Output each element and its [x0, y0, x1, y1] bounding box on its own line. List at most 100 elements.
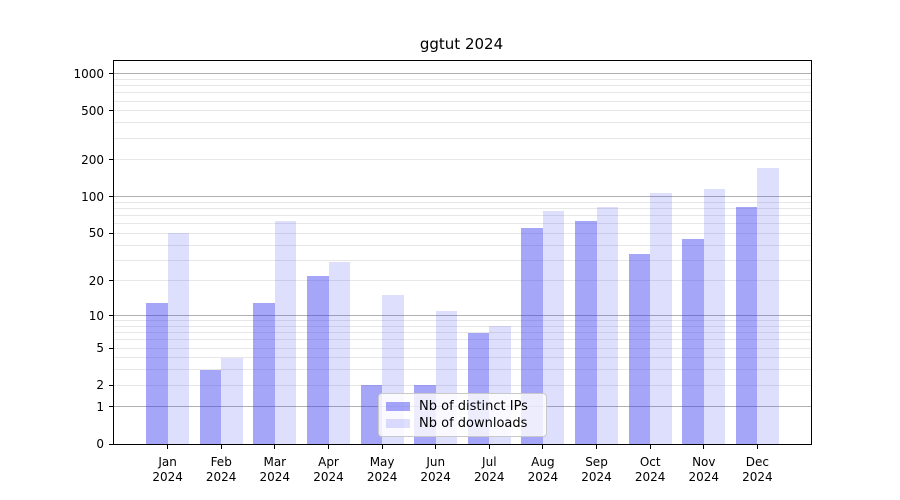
bar-distinct-ips-apr: [307, 276, 329, 444]
legend-label-distinct-ips: Nb of distinct IPs: [419, 398, 528, 414]
bar-downloads-sep: [596, 206, 618, 444]
x-tick-label: Nov 2024: [672, 455, 736, 485]
x-tick: [596, 445, 597, 449]
y-tick: [109, 384, 113, 386]
minor-gridline: [114, 159, 811, 161]
x-tick-label: Mar 2024: [243, 455, 307, 485]
x-tick-month: Jun: [426, 455, 446, 469]
x-tick-year: 2024: [742, 470, 773, 484]
chart-title: ggtut 2024: [419, 35, 504, 53]
x-tick: [649, 445, 651, 449]
x-tick-label: May 2024: [350, 455, 414, 485]
bar-distinct-ips-aug: [521, 228, 543, 444]
x-tick: [542, 445, 544, 449]
minor-gridline: [114, 384, 811, 386]
y-tick: [109, 347, 113, 349]
bar-distinct-ips-sep: [575, 221, 597, 444]
y-tick: [109, 406, 113, 408]
x-tick-month: May: [369, 455, 395, 469]
x-tick-label: Jan 2024: [136, 455, 200, 485]
minor-gridline: [114, 357, 811, 359]
y-tick-label: 1: [96, 399, 104, 414]
x-tick-year: 2024: [420, 470, 451, 484]
x-tick-label: Dec 2024: [725, 455, 789, 485]
x-tick-month: Dec: [745, 455, 769, 469]
x-tick-year: 2024: [205, 470, 237, 484]
y-tick-label: 0: [96, 437, 104, 451]
bar-distinct-ips-jan: [146, 302, 168, 444]
minor-gridline: [114, 201, 811, 203]
x-tick-year: 2024: [152, 470, 183, 484]
y-tick: [109, 73, 113, 75]
x-tick-year: 2024: [313, 470, 344, 484]
minor-gridline: [114, 122, 811, 124]
x-tick-year: 2024: [366, 470, 398, 484]
y-tick-label: 200: [81, 152, 104, 167]
minor-gridline: [114, 325, 811, 327]
x-tick-month: Mar: [263, 455, 287, 469]
y-tick: [109, 232, 113, 234]
x-tick: [328, 445, 329, 449]
bar-distinct-ips-feb: [199, 369, 222, 444]
y-tick: [109, 196, 113, 198]
bar-distinct-ips-oct: [628, 253, 651, 444]
major-gridline: [114, 315, 811, 316]
x-tick: [488, 445, 490, 449]
minor-gridline: [114, 137, 811, 139]
x-tick-label: Jul 2024: [457, 455, 521, 485]
minor-gridline: [114, 223, 811, 225]
bar-downloads-dec: [757, 168, 779, 444]
major-gridline: [114, 196, 811, 198]
minor-gridline: [114, 347, 811, 349]
minor-gridline: [114, 280, 811, 282]
legend-item-downloads: Nb of downloads: [386, 416, 538, 431]
legend-item-distinct-ips: Nb of distinct IPs: [386, 399, 538, 414]
y-tick: [109, 280, 113, 282]
bar-distinct-ips-dec: [735, 207, 758, 444]
bar-downloads-feb: [221, 357, 243, 444]
bar-downloads-oct: [650, 192, 672, 444]
x-tick-month: Aug: [531, 455, 555, 469]
minor-gridline: [114, 215, 811, 217]
y-tick: [109, 110, 113, 112]
minor-gridline: [114, 92, 811, 94]
x-tick-month: Jan: [158, 455, 177, 469]
minor-gridline: [114, 100, 811, 102]
bar-downloads-jan: [167, 233, 190, 444]
bar-distinct-ips-may: [360, 385, 383, 444]
minor-gridline: [114, 369, 811, 371]
x-tick-month: Oct: [639, 455, 661, 469]
bar-downloads-mar: [274, 221, 297, 444]
bar-downloads-nov: [703, 189, 726, 444]
minor-gridline: [114, 332, 811, 334]
x-tick: [435, 445, 437, 449]
x-tick-year: 2024: [688, 470, 720, 484]
bar-distinct-ips-mar: [253, 302, 275, 444]
x-tick-label: Feb 2024: [189, 455, 253, 485]
bar-downloads-apr: [328, 261, 350, 444]
plot-area: 0 1 2 5 10 20 50 100 200 500 1000 Jan 2024 Feb 2024 Mar…: [73, 60, 812, 484]
minor-gridline: [114, 320, 811, 322]
y-tick-label: 5: [96, 341, 104, 355]
x-tick-year: 2024: [581, 470, 612, 484]
x-tick: [220, 445, 222, 449]
y-tick: [109, 443, 113, 445]
bar-distinct-ips-nov: [682, 238, 704, 444]
y-tick-label: 20: [88, 273, 104, 288]
minor-gridline: [114, 85, 811, 87]
y-tick-label: 10: [88, 308, 104, 323]
x-tick: [756, 445, 758, 449]
y-tick-label: 50: [88, 226, 104, 241]
x-tick-year: 2024: [634, 470, 666, 484]
legend-label-downloads: Nb of downloads: [419, 416, 528, 432]
minor-gridline: [114, 232, 811, 234]
x-tick-label: Oct 2024: [618, 455, 682, 485]
minor-gridline: [114, 78, 811, 80]
x-tick-month: Feb: [210, 455, 232, 469]
y-tick: [109, 315, 113, 316]
bar-downloads-aug: [542, 210, 565, 444]
x-tick-month: Sep: [585, 455, 608, 469]
x-tick-month: Jul: [482, 455, 497, 469]
minor-gridline: [114, 339, 811, 341]
x-tick-month: Apr: [318, 455, 339, 469]
